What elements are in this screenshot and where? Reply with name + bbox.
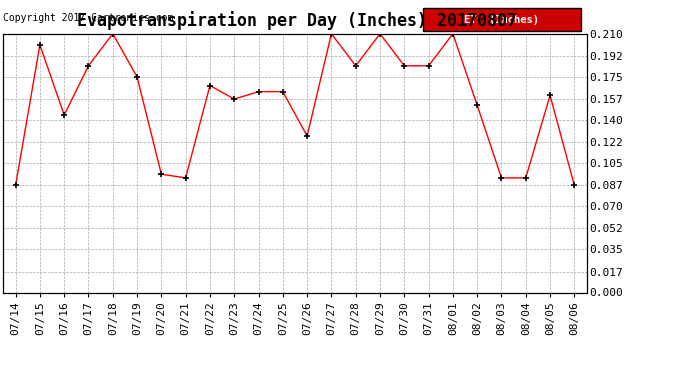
- Text: Evapotranspiration per Day (Inches) 20170807: Evapotranspiration per Day (Inches) 2017…: [77, 11, 517, 30]
- FancyBboxPatch shape: [423, 8, 581, 31]
- Text: Copyright 2017 Cartronics.com: Copyright 2017 Cartronics.com: [3, 13, 174, 23]
- Text: ET  (Inches): ET (Inches): [464, 15, 540, 24]
